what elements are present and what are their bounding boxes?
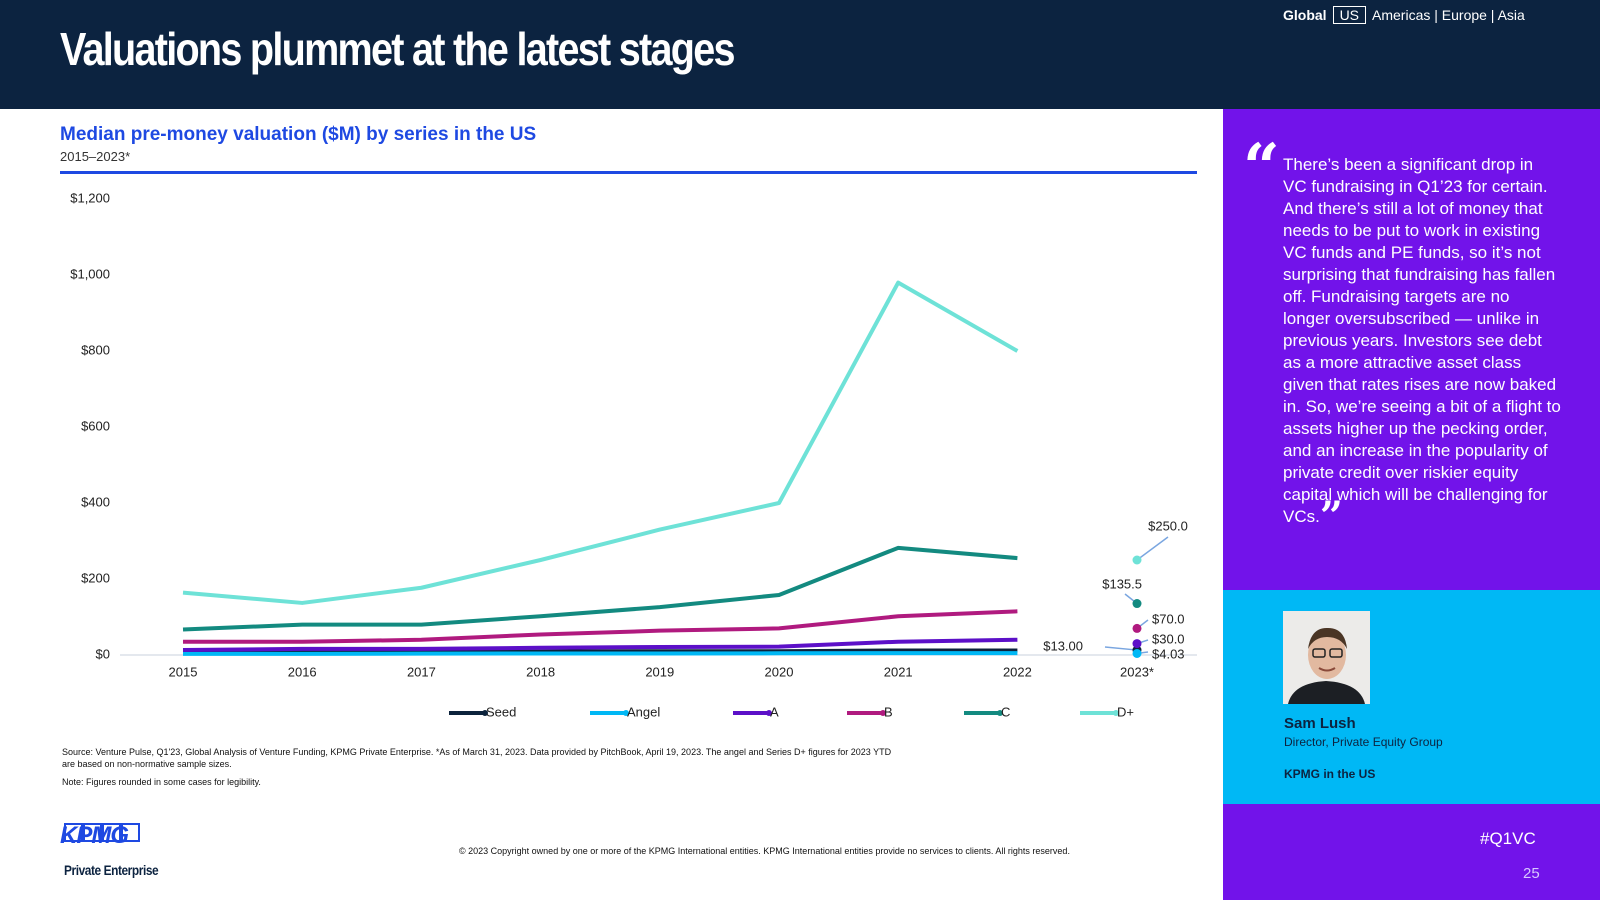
ytd-point [1132,623,1142,633]
source-note: Source: Venture Pulse, Q1'23, Global Ana… [62,747,892,769]
portrait [1283,611,1370,704]
ytd-point [1132,639,1142,649]
legend-label: Angel [627,704,660,719]
x-tick-label: 2022 [1003,664,1032,679]
quote-mark: ” [1319,493,1343,540]
copyright: © 2023 Copyright owned by one or more of… [459,846,1070,856]
ytd-point [1132,599,1142,609]
hashtag: #Q1VC [1480,829,1536,848]
quote: There’s been a significant drop in VC fu… [1283,154,1561,537]
ytd-label: $135.5 [1102,576,1142,591]
note: Note: Figures rounded in some cases for … [62,777,261,787]
legend-label: Seed [486,704,516,719]
y-tick-label: $1,200 [70,190,110,205]
header-band [0,0,1600,109]
series-line [182,280,1019,605]
chart: $0 $200 $400 $600 $800 $1,000 $1,200 2015 2016 20… [70,190,1197,719]
x-tick-label: 2015 [169,664,198,679]
legend-label: B [884,704,893,719]
page-number: 25 [1523,865,1540,882]
y-tick-label: $0 [96,646,110,661]
ytd-label: $30.0 [1152,631,1185,646]
legend-swatch-dot [1113,710,1119,716]
series-line [182,637,1018,653]
quote-mark: “ [1243,130,1280,205]
chart-subtitle: 2015–2023* [60,149,131,164]
nav-others[interactable]: Americas | Europe | Asia [1372,7,1525,23]
legend-swatch-dot [997,710,1003,716]
x-tick-label: 2016 [288,664,317,679]
leader-line [1104,646,1138,651]
person-role: Director, Private Equity Group [1284,735,1443,749]
quote-panel [1223,109,1600,590]
x-tick-label: 2019 [645,664,674,679]
ytd-label: $250.0 [1148,518,1188,533]
series-line [182,545,1018,632]
legend-label: A [770,704,779,719]
nav-current[interactable]: US [1332,6,1367,24]
quote-text: There’s been a significant drop in VC fu… [1283,155,1561,526]
legend-swatch-dot [766,710,772,716]
person-org: KPMG in the US [1284,767,1376,781]
chart-title: Median pre-money valuation ($M) by serie… [60,124,537,145]
y-tick-label: $1,000 [70,266,110,281]
y-tick-label: $800 [81,342,110,357]
legend-label: C [1001,704,1010,719]
x-tick-label: 2020 [765,664,794,679]
y-tick-label: $200 [81,570,110,585]
footer-panel [1223,804,1600,900]
leader-line [1136,536,1169,561]
legend-label: D+ [1117,704,1134,719]
slide-title: Valuations plummet at the latest stages [60,23,736,75]
ytd-point [1132,555,1142,565]
logo: KPMG [60,822,129,849]
x-tick-label: 2018 [526,664,555,679]
x-tick-label: 2023* [1120,664,1154,679]
y-tick-label: $600 [81,418,110,433]
person-panel [1223,590,1600,804]
x-tick-label: 2017 [407,664,436,679]
legend-swatch-dot [880,710,886,716]
ytd-label: $4.03 [1152,646,1185,661]
series-line [183,651,1018,656]
y-tick-label: $400 [81,494,110,509]
legend-swatch-dot [482,710,488,716]
nav-global[interactable]: Global [1283,7,1327,23]
legend-swatch-dot [623,710,629,716]
series-line [183,609,1018,644]
ytd-label: $70.0 [1152,611,1185,626]
x-tick-label: 2021 [884,664,913,679]
portrait-drawing [1283,611,1370,704]
ytd-point [1132,648,1142,658]
logo-subtitle: Private Enterprise [64,862,159,878]
person-name: Sam Lush [1284,715,1356,732]
ytd-label: $13.00 [1043,638,1083,653]
title-rule [60,171,1197,174]
logo-boxes [64,823,140,842]
region-nav: Global US Americas | Europe | Asia [1283,6,1525,24]
